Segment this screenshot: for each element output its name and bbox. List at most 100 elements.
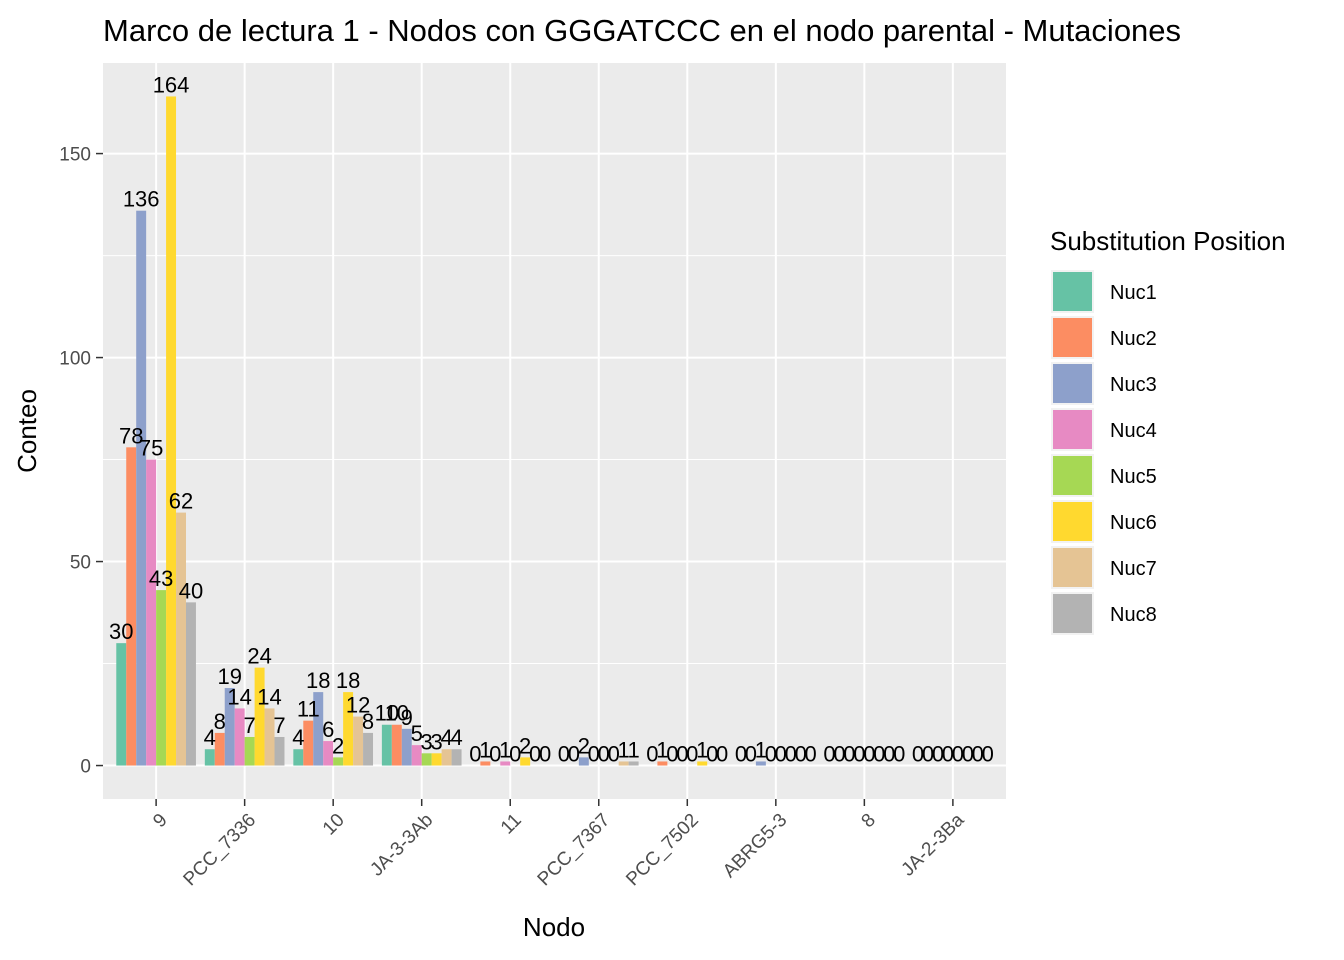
- bar: [293, 749, 304, 766]
- bar: [156, 590, 167, 766]
- data-label: 0: [853, 742, 865, 767]
- x-tick-label: 8: [858, 810, 880, 832]
- bar: [234, 708, 245, 766]
- data-label: 40: [179, 578, 203, 603]
- x-tick-label: PCC_7336: [180, 810, 261, 891]
- data-label: 1: [656, 737, 668, 762]
- bar: [176, 512, 186, 766]
- data-label: 2: [519, 733, 531, 758]
- data-label: 1: [479, 737, 491, 762]
- data-label: 0: [676, 742, 688, 767]
- bar: [441, 749, 452, 766]
- bar: [451, 749, 462, 766]
- legend: Substitution Position Nuc1 Nuc2 Nuc3 Nuc4 Nu…: [1050, 226, 1286, 635]
- legend-key: [1053, 410, 1092, 449]
- data-label: 0: [539, 742, 551, 767]
- data-label: 78: [119, 423, 143, 448]
- legend-label: Nuc4: [1110, 420, 1157, 442]
- bar: [755, 761, 766, 766]
- bar: [520, 757, 531, 766]
- bar: [313, 692, 324, 766]
- data-label: 11: [297, 697, 320, 722]
- data-label: 0: [469, 742, 481, 767]
- data-label: 18: [306, 668, 330, 693]
- data-label: 3: [421, 729, 433, 754]
- data-label: 1: [627, 737, 639, 762]
- chart-title: Marco de lectura 1 - Nodos con GGGATCCC …: [103, 13, 1181, 48]
- x-tick-label: 9: [149, 810, 171, 832]
- data-label: 0: [823, 742, 835, 767]
- bar: [421, 753, 432, 766]
- bar: [244, 736, 255, 766]
- data-label: 0: [745, 742, 757, 767]
- data-label: 0: [972, 742, 984, 767]
- data-label: 19: [217, 664, 241, 689]
- data-label: 10: [375, 701, 399, 726]
- data-label: 14: [227, 684, 251, 709]
- data-label: 0: [942, 742, 954, 767]
- data-label: 0: [843, 742, 855, 767]
- bar: [480, 761, 491, 766]
- data-label: 5: [411, 721, 423, 746]
- data-label: 0: [588, 742, 600, 767]
- data-label: 0: [686, 742, 698, 767]
- data-label: 0: [932, 742, 944, 767]
- legend-label: Nuc2: [1110, 328, 1157, 350]
- data-label: 30: [109, 619, 133, 644]
- bar: [116, 643, 127, 766]
- legend-key: [1053, 272, 1092, 311]
- bars: [116, 96, 766, 766]
- data-label: 164: [153, 72, 190, 97]
- data-label: 14: [257, 684, 281, 709]
- data-label: 24: [247, 644, 271, 669]
- bar: [657, 761, 668, 766]
- x-tick-label: PCC_7367: [534, 810, 615, 891]
- data-label: 0: [952, 742, 964, 767]
- data-label: 4: [292, 725, 304, 750]
- data-label: 12: [346, 693, 370, 718]
- legend-key: [1053, 548, 1092, 587]
- data-label: 0: [863, 742, 875, 767]
- data-label: 0: [706, 742, 718, 767]
- data-label: 0: [558, 742, 570, 767]
- legend-key: [1053, 364, 1092, 403]
- x-tick-label: 11: [497, 810, 526, 839]
- bar: [353, 716, 364, 766]
- data-label: 0: [912, 742, 924, 767]
- data-label: 0: [509, 742, 521, 767]
- bar: [126, 447, 137, 766]
- bar: [323, 741, 334, 766]
- bar: [274, 736, 285, 766]
- legend-label: Nuc1: [1110, 282, 1157, 304]
- bar: [363, 732, 374, 766]
- bar: [381, 724, 392, 766]
- x-tick-label: ABRG5-3: [719, 810, 791, 882]
- data-label: 6: [322, 717, 334, 742]
- data-label: 2: [578, 733, 590, 758]
- bar: [343, 692, 354, 766]
- data-label: 75: [139, 436, 163, 461]
- data-label: 0: [785, 742, 797, 767]
- bar: [204, 749, 215, 766]
- bar: [303, 720, 314, 766]
- bar: [185, 602, 196, 766]
- data-label: 136: [123, 187, 160, 212]
- y-tick-label: 100: [59, 349, 91, 370]
- data-label: 62: [169, 489, 193, 514]
- bar: [578, 757, 589, 766]
- data-label: 0: [765, 742, 777, 767]
- bar: [391, 724, 402, 766]
- data-label: 7: [244, 713, 256, 738]
- legend-key: [1053, 318, 1092, 357]
- y-axis-title: Conteo: [12, 389, 42, 473]
- data-label: 0: [833, 742, 845, 767]
- data-label: 0: [775, 742, 787, 767]
- bar: [618, 761, 629, 766]
- data-label: 8: [362, 709, 374, 734]
- x-tick-label: JA-2-3Ba: [898, 809, 969, 880]
- bar: [136, 210, 147, 766]
- data-label: 2: [332, 733, 344, 758]
- data-label: 4: [204, 725, 216, 750]
- grid-lines: [103, 63, 1006, 799]
